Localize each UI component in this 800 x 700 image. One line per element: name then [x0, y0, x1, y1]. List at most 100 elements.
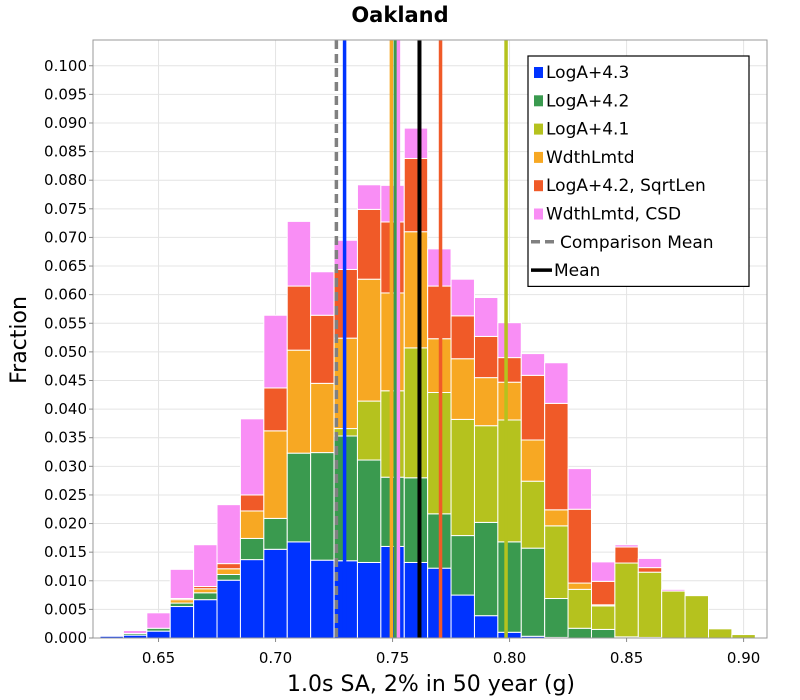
y-tick-label: 0.015	[44, 543, 87, 561]
bar-segment	[567, 508, 592, 584]
bar-segment	[216, 568, 241, 575]
bar-segment	[216, 573, 241, 581]
bar-segment	[310, 452, 335, 561]
bar-segment	[520, 480, 546, 549]
bar-segment	[403, 127, 429, 159]
y-tick-label: 0.080	[44, 171, 87, 189]
legend-swatch	[534, 95, 543, 107]
bar-segment	[122, 630, 148, 634]
y-axis-label: Fraction	[7, 296, 32, 384]
y-tick-label: 0.070	[44, 228, 87, 246]
bar-segment	[169, 602, 195, 608]
y-tick-label: 0.055	[44, 314, 87, 332]
bar-segment	[707, 628, 733, 639]
bar-segment	[239, 559, 265, 639]
legend-label: WdthLmtd, CSD	[546, 205, 681, 225]
bar-segment	[637, 567, 663, 573]
bar-segment	[614, 546, 639, 564]
legend-swatch	[534, 123, 543, 135]
bar-segment	[567, 582, 592, 590]
bar-segment	[450, 358, 475, 420]
bar-segment	[286, 541, 312, 639]
legend-label: LogA+4.2	[546, 91, 629, 111]
bar-segment	[356, 278, 382, 402]
bar-segment	[473, 377, 499, 427]
bar-segment	[544, 402, 569, 511]
y-tick-label: 0.005	[44, 600, 87, 618]
y-tick-label: 0.040	[44, 400, 87, 418]
y-axis-ticks: 0.000 0.005 0.010 0.015 0.020 0.025 0.030 0.035…	[44, 57, 93, 647]
bar-segment	[263, 387, 288, 432]
bar-segment	[239, 418, 265, 496]
y-tick-label: 0.030	[44, 457, 87, 475]
bar-segment	[497, 631, 522, 639]
bar-segment	[403, 347, 429, 479]
bar-segment	[497, 322, 522, 359]
bar-segment	[450, 278, 475, 317]
bar-segment	[193, 599, 218, 639]
bar-segment	[263, 548, 288, 639]
bar-segment	[356, 208, 382, 280]
legend-label: Mean	[554, 261, 600, 281]
bar-segment	[544, 362, 569, 404]
x-tick-label: 0.75	[376, 649, 409, 667]
legend-swatch	[534, 180, 543, 192]
bar-segment	[731, 634, 756, 639]
bar-segment	[473, 297, 499, 337]
bar-segment	[473, 335, 499, 379]
plot-frame	[92, 39, 768, 639]
bar-segment	[216, 504, 241, 565]
legend-label: Comparison Mean	[560, 233, 714, 253]
bar-segment	[567, 468, 592, 510]
legend: LogA+4.3 LogA+4.2 LogA+4.1 WdthLmtd LogA+4.2…	[527, 55, 750, 287]
bar-segment	[520, 439, 546, 482]
mean-lines	[334, 40, 508, 638]
bar-segment	[590, 561, 616, 582]
y-tick-label: 0.095	[44, 85, 87, 103]
x-axis-label: 1.0s SA, 2% in 50 year (g)	[287, 672, 575, 697]
bar-segment	[590, 580, 616, 606]
legend-label: WdthLmtd	[546, 148, 635, 168]
y-tick-label: 0.060	[44, 286, 87, 304]
bar-segment	[286, 220, 312, 287]
bar-segment	[520, 374, 546, 441]
bar-segment	[403, 157, 429, 233]
bar-segment	[146, 612, 171, 629]
y-tick-label: 0.020	[44, 515, 87, 533]
bar-segment	[310, 382, 335, 454]
legend-label: LogA+4.3	[546, 63, 629, 83]
bar-segment	[661, 590, 686, 639]
bar-segment	[473, 425, 499, 523]
bar-segment	[403, 561, 429, 639]
y-tick-label: 0.000	[44, 629, 87, 647]
bar-segment	[239, 494, 265, 512]
x-tick-label: 0.65	[142, 649, 175, 667]
y-tick-label: 0.010	[44, 572, 87, 590]
bar-segment	[286, 349, 312, 454]
bar-segment	[497, 357, 522, 383]
bar-segment	[193, 592, 218, 601]
bar-segment	[544, 598, 569, 638]
bar-segment	[310, 314, 335, 384]
bar-segment	[310, 271, 335, 316]
bar-segment	[544, 509, 569, 527]
bar-segment	[497, 381, 522, 421]
bar-segment	[356, 561, 382, 639]
y-tick-label: 0.035	[44, 429, 87, 447]
legend-label: LogA+4.2, SqrtLen	[546, 176, 706, 196]
bar-segment	[544, 525, 569, 600]
bar-segment	[356, 184, 382, 210]
bar-segment	[263, 314, 288, 389]
bar-segment	[637, 557, 663, 569]
x-tick-label: 0.70	[259, 649, 292, 667]
chart-title: Oakland	[351, 3, 448, 27]
bar-segment	[146, 630, 171, 639]
bar-segment	[590, 605, 616, 630]
bar-segment	[520, 547, 546, 637]
bar-segment	[310, 559, 335, 639]
x-tick-label: 0.80	[493, 649, 526, 667]
bar-segment	[567, 627, 592, 639]
bar-segment	[403, 231, 429, 349]
y-tick-label: 0.090	[44, 114, 87, 132]
